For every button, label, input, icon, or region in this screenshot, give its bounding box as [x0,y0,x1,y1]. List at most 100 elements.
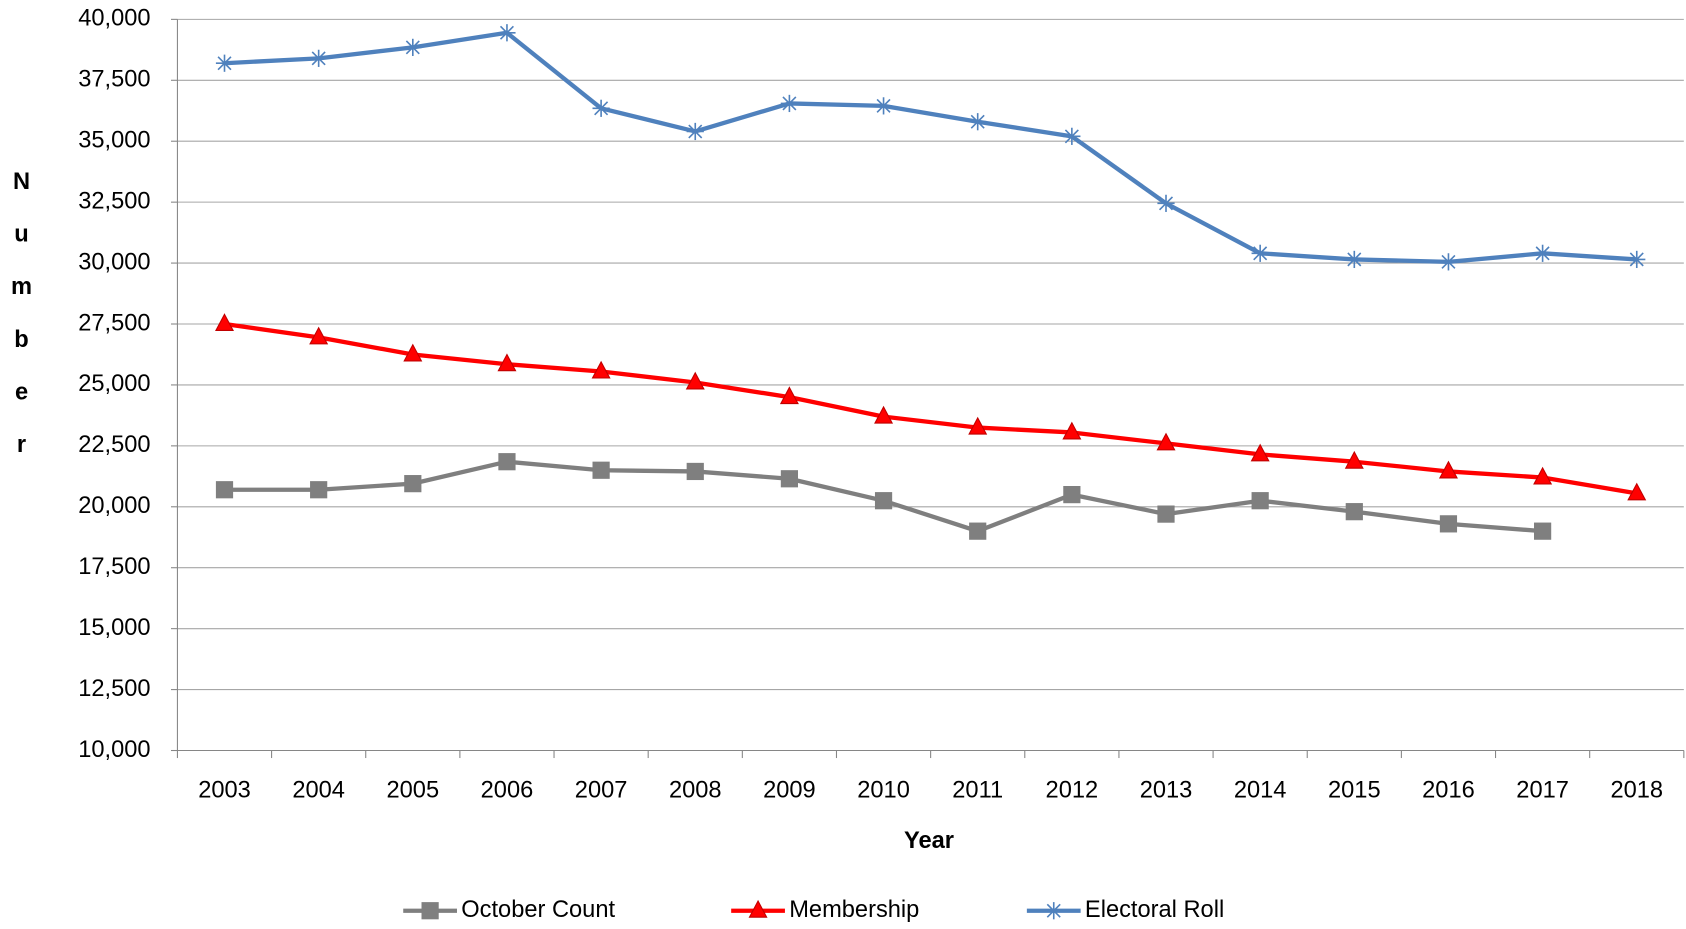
marker [1345,250,1363,269]
marker [309,326,329,345]
marker-stroke [1046,903,1061,918]
marker [686,462,704,481]
marker-stroke [1535,246,1550,261]
marker [780,94,799,113]
marker [874,97,893,115]
y-tick-label: 37,500 [78,67,150,93]
marker [968,416,988,435]
marker [215,54,234,72]
marker [498,453,516,471]
y-tick-label: 15,000 [78,615,150,641]
x-tick-label: 2009 [763,778,816,804]
marker-stroke [970,114,985,129]
series-line [224,30,1637,265]
marker [592,99,610,117]
marker-stroke [594,101,609,116]
marker [1063,486,1081,504]
x-tick-label: 2013 [1140,778,1193,804]
marker [1157,194,1175,212]
x-tick-label: 2005 [387,778,440,804]
marker [591,360,611,379]
marker [780,470,799,488]
marker-stroke [876,98,891,113]
x-tick-label: 2010 [857,778,910,804]
marker-stroke [405,40,420,55]
marker-stroke [1064,129,1079,144]
marker [1063,127,1081,145]
marker-stroke [1629,252,1644,267]
marker [1439,515,1458,533]
marker [215,481,234,499]
y-tick-label: 17,500 [78,554,150,580]
y-tick-label: 32,500 [78,188,150,214]
marker [1157,505,1175,523]
marker [685,371,705,390]
marker [1439,253,1458,271]
marker-stroke [217,56,232,71]
series-line [224,321,1638,496]
y-tick-label: 40,000 [78,6,150,32]
marker [1156,432,1176,451]
marker-stroke [1158,196,1174,211]
marker [1062,421,1082,440]
y-tick-label: 27,500 [78,310,150,336]
x-tick-label: 2017 [1516,778,1569,804]
marker [969,522,987,540]
y-tick-label: 20,000 [78,493,150,519]
x-tick-label: 2012 [1046,778,1099,804]
legend-label: October Count [461,897,615,923]
x-tick-label: 2014 [1234,778,1287,804]
marker [404,38,422,56]
x-tick-label: 2007 [575,778,628,804]
marker [1534,522,1552,540]
marker-stroke [1253,246,1268,261]
marker [779,386,799,405]
x-axis-title: Year [904,828,954,854]
x-tick-label: 2011 [952,778,1003,804]
marker [310,49,328,67]
marker [421,902,439,920]
marker [874,405,894,424]
marker [592,461,610,479]
marker-stroke [311,51,326,66]
y-tick-label: 30,000 [78,249,150,275]
marker [1533,466,1553,485]
y-tick-label: 22,500 [78,432,150,458]
y-tick-label: 35,000 [78,127,150,153]
marker [1344,450,1364,469]
marker [748,899,768,918]
marker-stroke [1347,252,1362,267]
y-tick-label: 10,000 [78,737,150,763]
x-tick-label: 2015 [1328,778,1381,804]
marker [1251,492,1269,510]
marker [1534,244,1552,262]
marker [1438,460,1458,479]
marker [1045,902,1063,920]
marker [403,343,423,362]
marker [686,122,704,141]
marker [1250,443,1270,462]
marker [215,313,235,331]
marker [1627,482,1647,501]
legend-label: Electoral Roll [1085,897,1224,923]
y-tick-label: 12,500 [78,676,150,702]
marker-stroke [688,124,703,139]
marker [404,475,422,493]
x-tick-label: 2003 [198,778,251,804]
marker [498,24,516,42]
x-tick-label: 2018 [1610,778,1663,804]
x-tick-label: 2008 [669,778,722,804]
marker [1345,503,1363,521]
marker [1251,244,1269,262]
marker-stroke [499,25,514,40]
x-tick-label: 2016 [1422,778,1475,804]
marker [1628,250,1646,269]
x-tick-label: 2006 [481,778,534,804]
marker [969,113,987,131]
y-tick-label: 25,000 [78,371,150,397]
marker [310,481,328,499]
legend-label: Membership [789,897,919,923]
